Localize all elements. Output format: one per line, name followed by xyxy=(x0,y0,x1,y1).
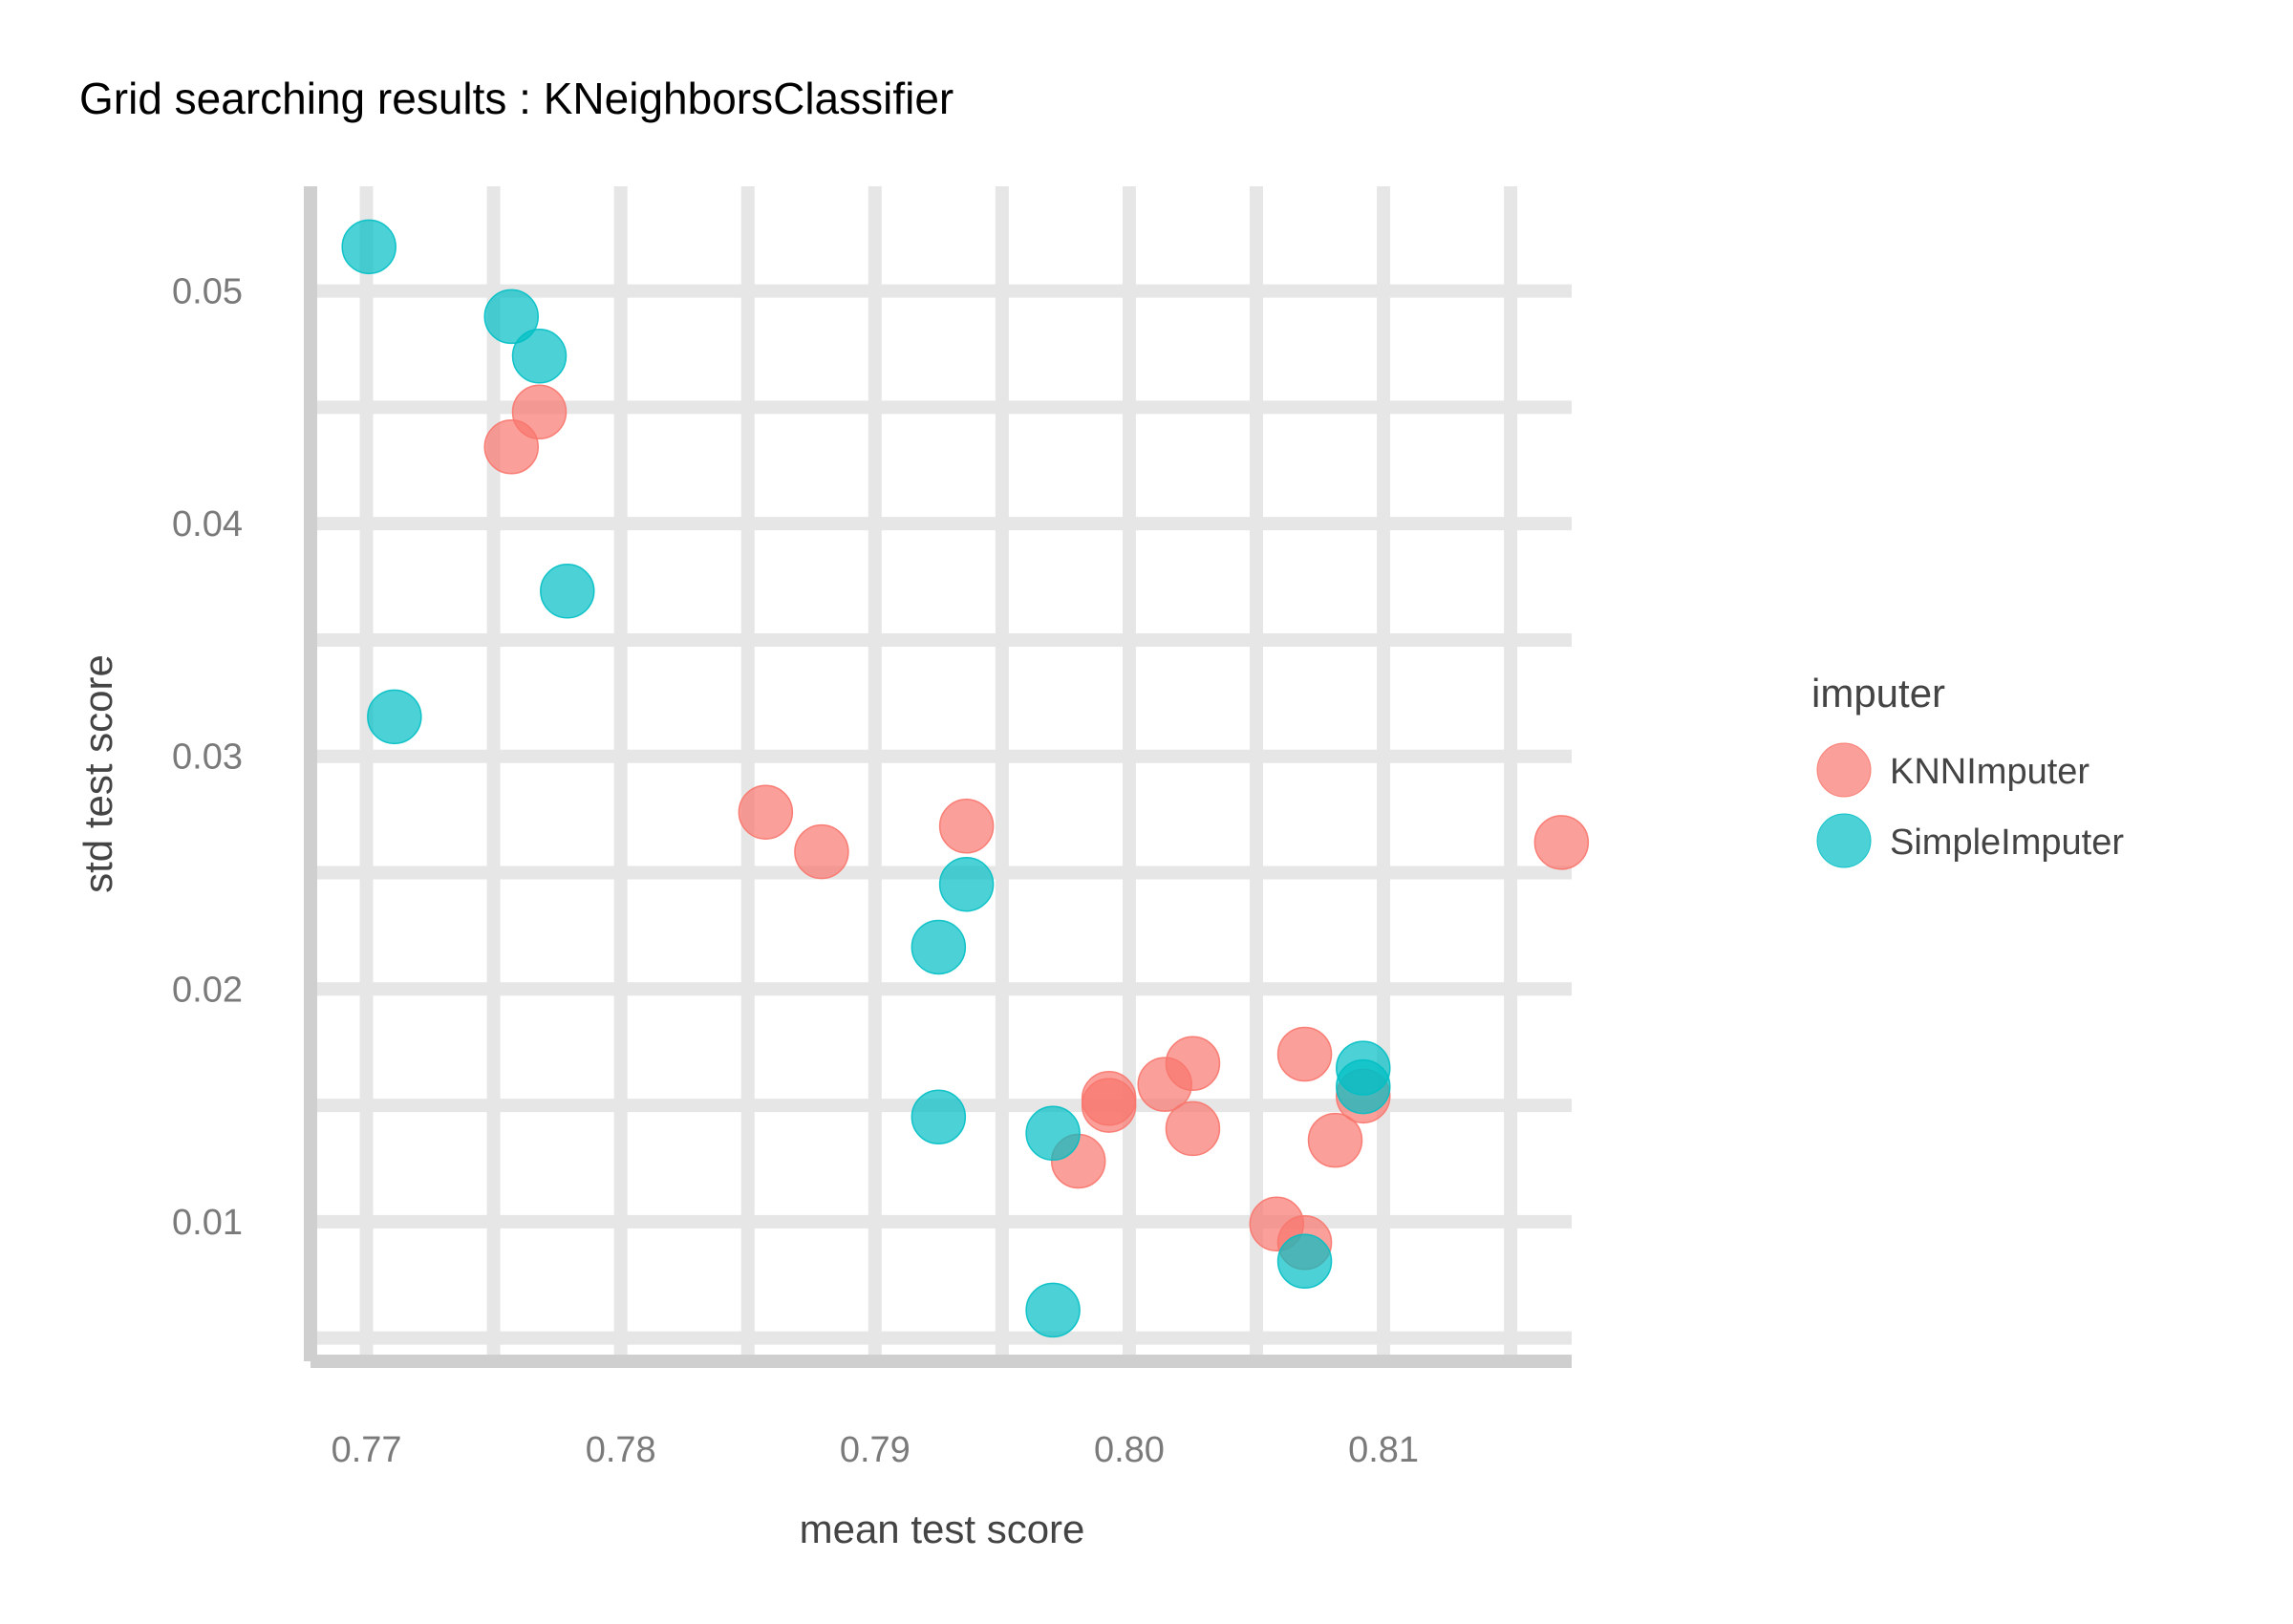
y-tick-label: 0.03 xyxy=(172,737,243,778)
x-tick-label: 0.80 xyxy=(1094,1430,1165,1470)
x-tick-label: 0.77 xyxy=(332,1430,402,1470)
point-simpleimputer xyxy=(911,919,967,975)
point-knnimputer xyxy=(483,419,539,475)
x-axis-title: mean test score xyxy=(800,1506,1085,1551)
point-knnimputer xyxy=(1307,1112,1363,1168)
point-knnimputer xyxy=(938,799,995,854)
axes xyxy=(304,186,1572,1368)
legend-label-simpleimputer: SimpleImputer xyxy=(1890,823,2124,863)
y-tick-label: 0.04 xyxy=(172,504,243,545)
x-axis-tick-labels: 0.77 0.78 0.79 0.80 0.81 xyxy=(332,1430,1419,1470)
x-tick-label: 0.79 xyxy=(840,1430,911,1470)
y-tick-label: 0.02 xyxy=(172,970,243,1010)
y-axis-tick-labels: 0.01 0.02 0.03 0.04 0.05 xyxy=(172,272,243,1243)
point-simpleimputer xyxy=(511,329,568,384)
legend-marker-knnimputer xyxy=(1816,742,1872,798)
y-tick-label: 0.05 xyxy=(172,272,243,312)
point-simpleimputer xyxy=(540,564,595,619)
x-tick-label: 0.81 xyxy=(1348,1430,1419,1470)
legend-marker-simpleimputer xyxy=(1816,813,1872,868)
point-knnimputer xyxy=(1165,1100,1221,1157)
chart-title: Grid searching results : KNeighborsClass… xyxy=(79,74,954,123)
point-knnimputer xyxy=(1081,1078,1137,1133)
legend-title: imputer xyxy=(1811,671,1945,716)
point-simpleimputer xyxy=(1025,1105,1081,1162)
legend: imputer KNNImputer SimpleImputer xyxy=(1811,671,2124,868)
point-knnimputer xyxy=(794,823,849,880)
data-points xyxy=(341,219,1590,1338)
point-simpleimputer xyxy=(1276,1233,1333,1290)
point-simpleimputer xyxy=(1025,1282,1081,1338)
point-knnimputer xyxy=(1137,1057,1192,1112)
point-simpleimputer xyxy=(341,219,396,275)
x-tick-label: 0.78 xyxy=(586,1430,656,1470)
point-knnimputer xyxy=(1533,815,1590,870)
y-axis-title: std test score xyxy=(75,654,120,893)
point-knnimputer xyxy=(1276,1026,1333,1082)
point-simpleimputer xyxy=(911,1089,967,1145)
point-simpleimputer xyxy=(938,856,995,912)
legend-label-knnimputer: KNNImputer xyxy=(1890,752,2089,792)
point-knnimputer xyxy=(738,784,794,840)
point-simpleimputer xyxy=(1336,1058,1391,1115)
grid-lines xyxy=(311,186,1572,1361)
y-tick-label: 0.01 xyxy=(172,1203,243,1243)
point-simpleimputer xyxy=(483,288,539,345)
point-simpleimputer xyxy=(367,689,422,745)
